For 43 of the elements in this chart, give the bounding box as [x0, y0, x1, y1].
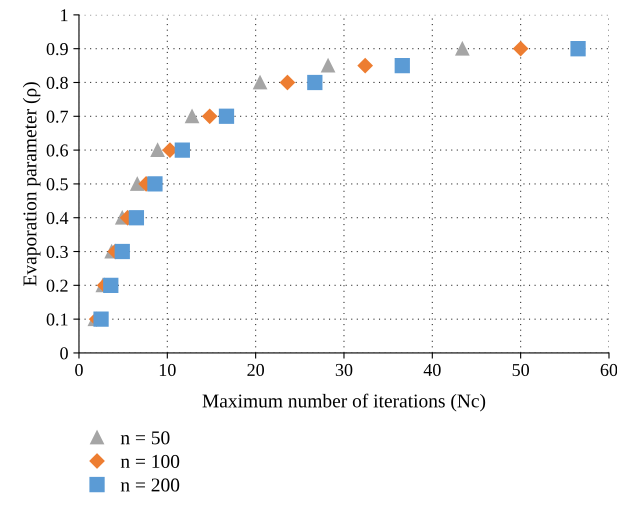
- point: [321, 58, 336, 73]
- legend-label: n = 50: [120, 431, 170, 444]
- point: [394, 58, 410, 74]
- point: [150, 143, 165, 158]
- x-tick-label: 30: [336, 364, 352, 376]
- y-tick-label: 0.7: [46, 110, 68, 123]
- y-tick-label: 0: [60, 347, 68, 360]
- point: [218, 108, 234, 124]
- point: [307, 74, 322, 90]
- x-tick-label: 40: [424, 364, 441, 376]
- point: [174, 142, 190, 158]
- point: [202, 108, 218, 124]
- point: [280, 74, 296, 90]
- y-tick-label: 0.3: [46, 246, 68, 258]
- point: [128, 210, 144, 226]
- point: [570, 41, 586, 56]
- x-tick-label: 0: [75, 364, 83, 376]
- y-tick-label: 0.6: [46, 144, 68, 157]
- point: [358, 58, 373, 74]
- point: [147, 176, 163, 192]
- point: [455, 42, 470, 56]
- x-tick-label: 60: [600, 364, 617, 376]
- point: [93, 312, 109, 327]
- y-axis-title: Evaporation parameter (ρ): [22, 82, 40, 286]
- legend-label: n = 100: [120, 454, 180, 468]
- point: [253, 76, 268, 90]
- y-tick-label: 0.9: [46, 42, 68, 56]
- y-tick-label: 1: [61, 9, 68, 22]
- point: [513, 41, 528, 56]
- y-tick-label: 0.1: [46, 313, 68, 326]
- y-tick-label: 0.8: [46, 76, 68, 90]
- x-axis-title: Maximum number of iterations (Nc): [202, 394, 486, 412]
- y-tick-label: 0.5: [46, 178, 68, 190]
- legend-label: n = 200: [120, 478, 180, 492]
- y-tick-label: 0.2: [46, 280, 68, 292]
- point: [185, 109, 199, 124]
- point: [114, 244, 130, 260]
- y-tick-label: 0.4: [46, 212, 68, 224]
- x-tick-label: 10: [160, 364, 176, 376]
- x-tick-label: 20: [247, 364, 264, 376]
- x-tick-label: 50: [512, 364, 529, 376]
- point: [103, 278, 118, 293]
- point: [130, 176, 144, 191]
